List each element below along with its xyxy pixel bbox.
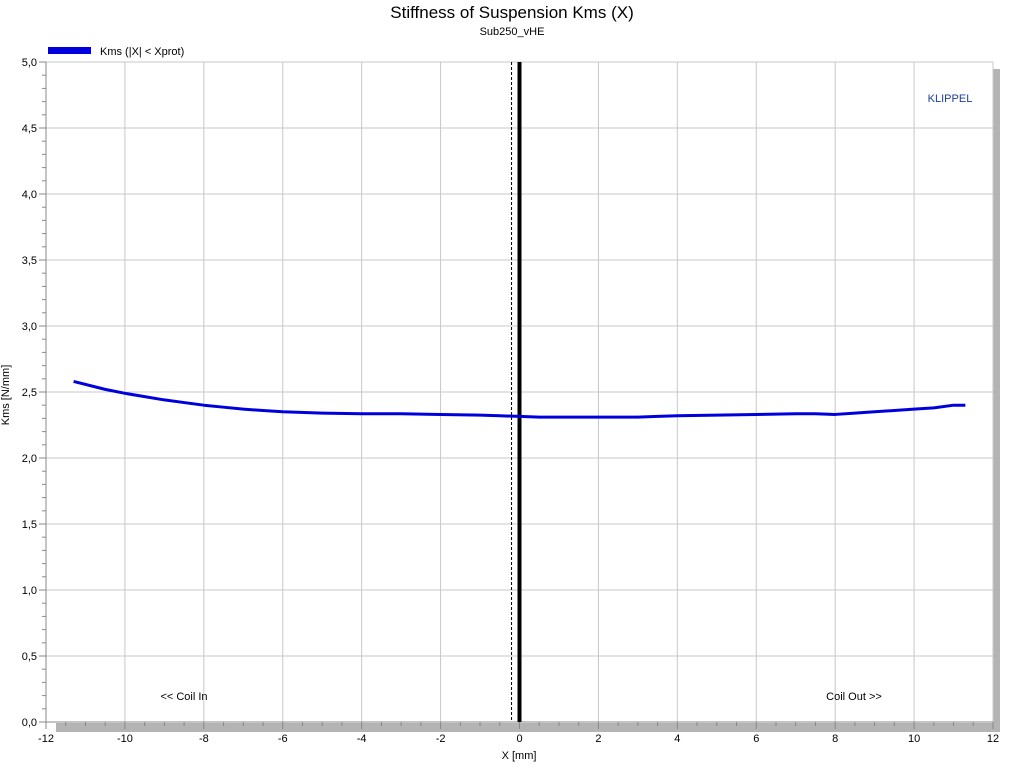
x-tick-label: -4	[357, 733, 367, 745]
x-tick-label: 2	[595, 733, 601, 745]
y-tick-label: 5,0	[22, 57, 37, 69]
coil-out-label: Coil Out >>	[826, 691, 882, 703]
x-axis-title: X [mm]	[502, 750, 537, 762]
chart-title: Stiffness of Suspension Kms (X)	[390, 3, 633, 22]
chart-subtitle: Sub250_vHE	[480, 26, 545, 38]
y-tick-label: 0,5	[22, 651, 37, 663]
x-tick-label: -8	[199, 733, 209, 745]
coil-in-label: << Coil In	[160, 691, 207, 703]
x-tick-label: 6	[753, 733, 759, 745]
x-tick-label: -10	[117, 733, 133, 745]
minor-ticks	[39, 61, 994, 729]
x-tick-label: -12	[38, 733, 54, 745]
brand-label: KLIPPEL	[928, 93, 973, 105]
y-tick-label: 0,0	[22, 717, 37, 729]
y-tick-label: 3,0	[22, 321, 37, 333]
x-tick-label: 12	[987, 733, 999, 745]
plot-frame-shadow-bottom	[56, 723, 1000, 732]
x-tick-labels: -12 -10 -8 -6 -4 -2 0 2 4 6 8 10 12	[38, 733, 999, 745]
y-tick-label: 3,5	[22, 255, 37, 267]
y-tick-label: 2,5	[22, 387, 37, 399]
x-tick-label: 8	[832, 733, 838, 745]
y-axis-title: Kms [N/mm]	[0, 365, 12, 426]
y-tick-labels: 0,0 0,5 1,0 1,5 2,0 2,5 3,0 3,5 4,0 4,5 5,0	[22, 57, 37, 729]
y-tick-label: 2,0	[22, 453, 37, 465]
x-tick-label: 4	[674, 733, 680, 745]
x-tick-label: -2	[436, 733, 446, 745]
kms-series-line	[73, 379, 966, 419]
plot-frame-shadow	[993, 69, 1000, 732]
series-layer	[73, 379, 966, 419]
y-tick-label: 1,5	[22, 519, 37, 531]
legend-label: Kms (|X| < Xprot)	[100, 46, 184, 58]
y-tick-label: 4,5	[22, 123, 37, 135]
reference-lines	[511, 62, 522, 722]
y-tick-label: 4,0	[22, 189, 37, 201]
x-tick-label: 0	[516, 733, 522, 745]
legend: Kms (|X| < Xprot)	[48, 46, 184, 58]
x-tick-label: 10	[908, 733, 920, 745]
y-tick-label: 1,0	[22, 585, 37, 597]
legend-swatch	[48, 47, 91, 54]
x-tick-label: -6	[278, 733, 288, 745]
